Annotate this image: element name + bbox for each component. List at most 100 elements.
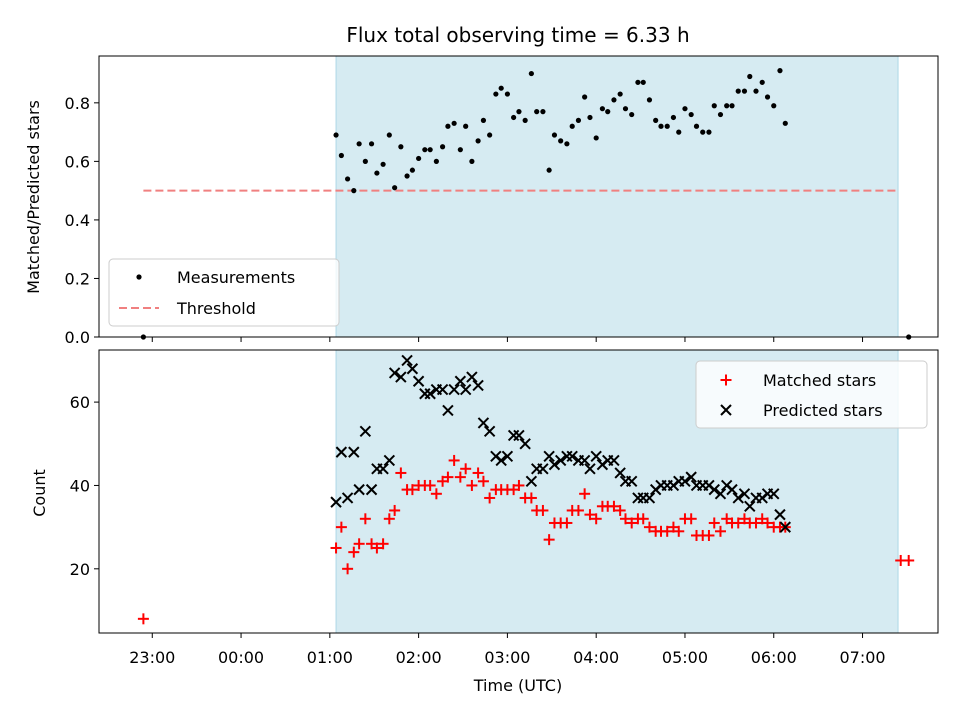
predicted-star-point-b <box>578 454 591 467</box>
predicted-star-point <box>424 388 436 400</box>
matched-star-point <box>330 542 342 554</box>
matched-star-point <box>626 517 638 529</box>
measurement-point <box>670 114 677 121</box>
measurement-point <box>747 73 753 80</box>
predicted-star-point-b <box>401 354 413 367</box>
predicted-star-point-b <box>614 467 626 479</box>
predicted-star-point <box>554 454 567 467</box>
predicted-star-point <box>590 450 602 462</box>
legend-predicted-marker <box>720 404 732 416</box>
measurement-point <box>777 68 783 74</box>
predicted-star-point-b <box>726 483 738 496</box>
measurement-point <box>433 158 439 164</box>
measurement-point <box>487 132 493 138</box>
matched-star-point <box>537 504 549 516</box>
matched-star-point <box>685 513 697 525</box>
matched-star-point <box>673 525 685 537</box>
measurement-point <box>386 132 392 138</box>
matched-star-point <box>643 521 655 533</box>
x-tick-label: 07:00 <box>839 648 885 667</box>
predicted-star-point-b <box>685 471 697 483</box>
matched-star-point <box>513 479 525 491</box>
measurement-point <box>333 132 339 138</box>
predicted-star-point <box>359 425 372 437</box>
matched-star-point <box>389 504 401 516</box>
predicted-star-point-b <box>608 454 620 467</box>
legend-matched-marker <box>720 374 732 386</box>
y-tick-label: 0.2 <box>65 269 90 288</box>
measurement-point <box>753 88 759 94</box>
matched-star-point <box>590 513 602 525</box>
matched-star-point <box>579 488 591 500</box>
predicted-star-point <box>472 379 484 392</box>
matched-star-point <box>477 475 489 487</box>
matched-star-point <box>442 471 454 483</box>
legend-measurements-marker <box>136 274 142 280</box>
predicted-star-point <box>679 475 691 487</box>
measurement-point <box>398 144 404 150</box>
y-tick-label: 20 <box>70 560 90 579</box>
predicted-star-point <box>330 496 342 508</box>
measurement-point <box>611 97 617 103</box>
measurement-point <box>451 120 457 126</box>
predicted-star-point-b <box>554 454 567 467</box>
matched-star-point <box>750 517 762 529</box>
predicted-star-point-b <box>537 463 549 475</box>
matched-star-point <box>335 521 347 533</box>
predicted-star-point <box>779 521 792 533</box>
measurement-point <box>635 79 641 85</box>
legend-matched-label: Matched stars <box>763 371 876 390</box>
matched-star-point <box>572 504 584 516</box>
predicted-star-point <box>436 383 449 396</box>
measurement-point <box>457 147 463 153</box>
matched-star-point <box>137 613 149 625</box>
measurement-point <box>475 138 481 144</box>
matched-star-point <box>614 504 626 516</box>
predicted-star-point-b <box>388 367 401 379</box>
measurement-point <box>729 103 735 109</box>
measurement-point <box>463 123 469 129</box>
matched-star-point <box>619 513 631 525</box>
matched-star-point <box>353 538 365 550</box>
predicted-star-point-b <box>483 425 496 437</box>
measurement-point <box>546 167 552 173</box>
legend-threshold-label: Threshold <box>176 299 256 318</box>
measurement-point <box>558 138 564 144</box>
predicted-star-point <box>726 483 738 496</box>
matched-star-point <box>383 513 395 525</box>
predicted-star-point-b <box>330 496 342 508</box>
predicted-star-point <box>537 463 549 475</box>
measurement-point <box>356 141 362 147</box>
predicted-star-point-b <box>738 488 751 500</box>
legend-measurements-label: Measurements <box>177 268 295 287</box>
measurement-point <box>392 185 398 191</box>
predicted-star-point-b <box>584 463 596 475</box>
measurement-point <box>688 111 694 118</box>
matched-star-point <box>484 492 496 504</box>
measurement-point <box>593 135 599 141</box>
measurement-point <box>540 109 546 115</box>
predicted-star-point-b <box>732 492 744 504</box>
matched-star-point <box>543 534 555 546</box>
measurement-point <box>587 114 593 121</box>
measurement-point <box>480 117 487 123</box>
predicted-star-point <box>714 488 727 500</box>
predicted-star-point <box>454 375 467 387</box>
measurement-points <box>140 68 912 340</box>
observing-span <box>335 55 899 338</box>
predicted-star-point-b <box>590 450 602 462</box>
predicted-star-point-b <box>377 463 389 475</box>
predicted-star-point-b <box>459 383 472 396</box>
y-tick-label: 0.4 <box>65 211 90 230</box>
x-tick-label: 04:00 <box>573 648 619 667</box>
matched-star-point <box>460 463 472 475</box>
measurement-point <box>706 129 712 135</box>
predicted-star-point <box>383 454 396 467</box>
predicted-star-point <box>513 429 525 442</box>
top-panel: 0.0 0.2 0.4 0.6 0.8 Measurements Threshold <box>65 55 939 347</box>
matched-star-point <box>371 542 383 554</box>
predicted-star-point-b <box>448 383 460 396</box>
measurement-point <box>735 88 741 94</box>
predicted-star-point-b <box>466 371 478 383</box>
